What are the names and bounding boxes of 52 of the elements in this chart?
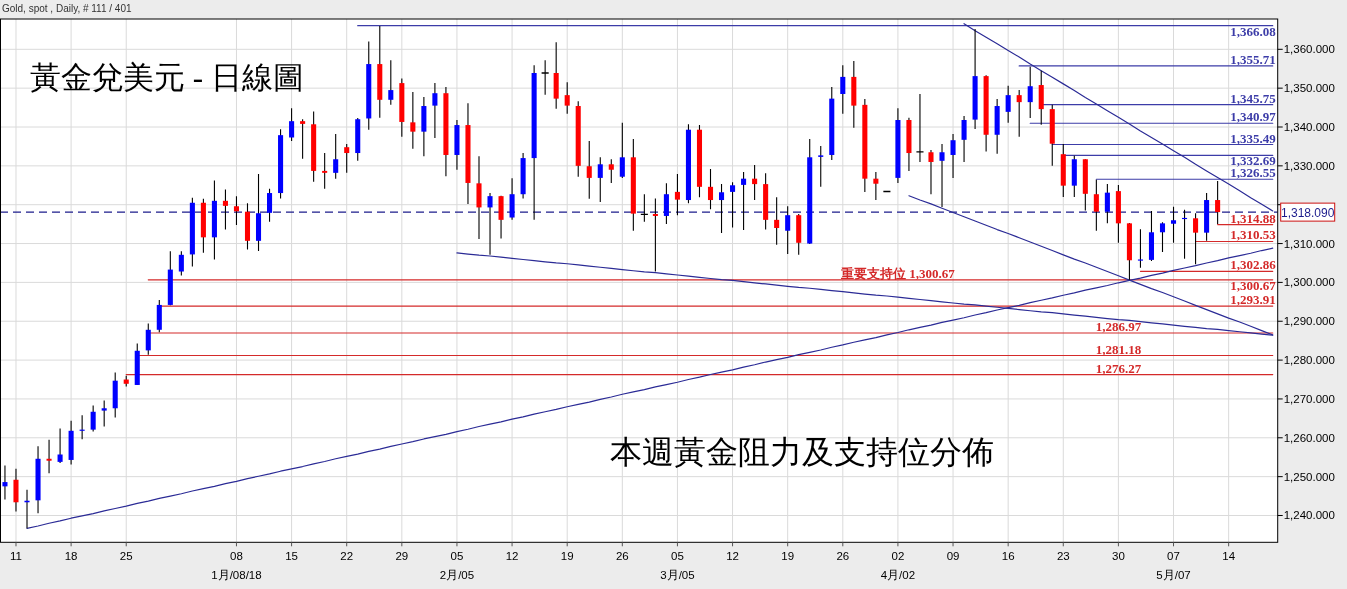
annotation: 1,314.88	[1230, 210, 1277, 226]
x-tick-label: 16	[1001, 550, 1015, 563]
y-tick-label: 1,280.000	[1283, 354, 1335, 367]
text: 黃金兌美元 - 日線圖	[30, 60, 304, 95]
x-tick-label: 19	[560, 550, 574, 563]
y-tick-label: 1,250.000	[1283, 470, 1335, 483]
x-tick-label: 11	[10, 550, 22, 563]
x-tick-label: 30	[1112, 550, 1125, 563]
y-tick-label: 1,350.000	[1283, 82, 1335, 95]
text: 本週黃金阻力及支持位分佈	[610, 434, 994, 470]
x-tick-label: 14	[1222, 550, 1236, 563]
annotation: 1,300.67	[1230, 277, 1277, 293]
x-tick-label: 23	[1056, 550, 1070, 563]
x-tick-label: 05 3月/05	[660, 550, 695, 582]
x-tick-label: 09	[946, 550, 960, 563]
y-tick-label: 1,300.000	[1283, 276, 1335, 289]
annotation: 1,355.71	[1230, 51, 1276, 67]
y-tick-label: 1,330.000	[1283, 159, 1335, 172]
annotation: 1,345.75	[1230, 90, 1277, 106]
x-tick-label: 12	[505, 550, 519, 563]
annotation: 1,276.27	[1095, 360, 1142, 376]
x-tick-label: 08 1月/08/18	[211, 550, 262, 582]
annotation: 1,310.53	[1230, 227, 1277, 243]
annotation: 1,335.49	[1230, 130, 1277, 146]
text: Gold, spot , Daily, # 111 / 401	[2, 3, 132, 14]
y-tick-label: 1,270.000	[1283, 392, 1335, 405]
x-tick-label: 05 2月/05	[439, 550, 475, 582]
annotation: 重要支持位 1,300.67	[840, 265, 956, 281]
x-tick-label: 02 4月/02	[880, 550, 916, 582]
x-tick-label: 26	[836, 550, 850, 563]
x-tick-label: 29	[395, 550, 409, 563]
x-tick-label: 07 5月/07	[1156, 550, 1191, 582]
y-tick-label: 1,290.000	[1283, 315, 1335, 328]
x-tick-label: 26	[615, 550, 629, 563]
annotation: 1,340.97	[1230, 109, 1277, 125]
x-tick-label: 22	[340, 550, 354, 563]
y-tick-label: 1,240.000	[1283, 509, 1335, 522]
y-tick-label: 1,310.000	[1283, 237, 1335, 250]
annotation: 1,286.97	[1095, 319, 1142, 335]
x-tick-label: 19	[781, 550, 795, 563]
annotation: 1,302.86	[1230, 257, 1277, 273]
annotation: 1,366.08	[1230, 23, 1277, 39]
annotation: 1,293.91	[1230, 292, 1276, 308]
y-tick-label: 1,260.000	[1283, 431, 1335, 444]
x-tick-label: 18	[64, 550, 78, 563]
x-tick-label: 12	[726, 550, 739, 563]
x-tick-label: 25	[119, 550, 133, 563]
y-tick-label: 1,340.000	[1283, 121, 1335, 133]
x-tick-label: 15	[285, 550, 298, 563]
y-tick-label: 1,360.000	[1283, 43, 1335, 56]
ref-line-label: 1,318.090	[1281, 205, 1335, 220]
annotation: 1,281.18	[1095, 341, 1142, 357]
